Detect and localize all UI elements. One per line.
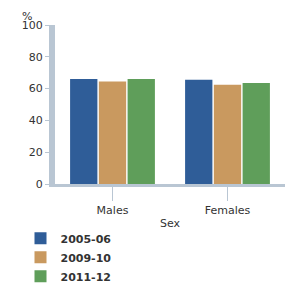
- svg-text:80: 80: [29, 51, 43, 64]
- svg-text:Sex: Sex: [160, 217, 181, 230]
- svg-text:Females: Females: [205, 204, 251, 217]
- svg-text:60: 60: [29, 82, 43, 95]
- svg-text:2005-06: 2005-06: [61, 233, 112, 246]
- svg-text:2011-12: 2011-12: [61, 271, 112, 284]
- svg-text:Males: Males: [97, 204, 129, 217]
- svg-text:0: 0: [36, 178, 43, 191]
- svg-text:40: 40: [29, 114, 43, 127]
- svg-text:2009-10: 2009-10: [61, 252, 112, 265]
- svg-text:100: 100: [22, 19, 43, 32]
- svg-text:%: %: [22, 10, 32, 23]
- svg-text:20: 20: [29, 146, 43, 159]
